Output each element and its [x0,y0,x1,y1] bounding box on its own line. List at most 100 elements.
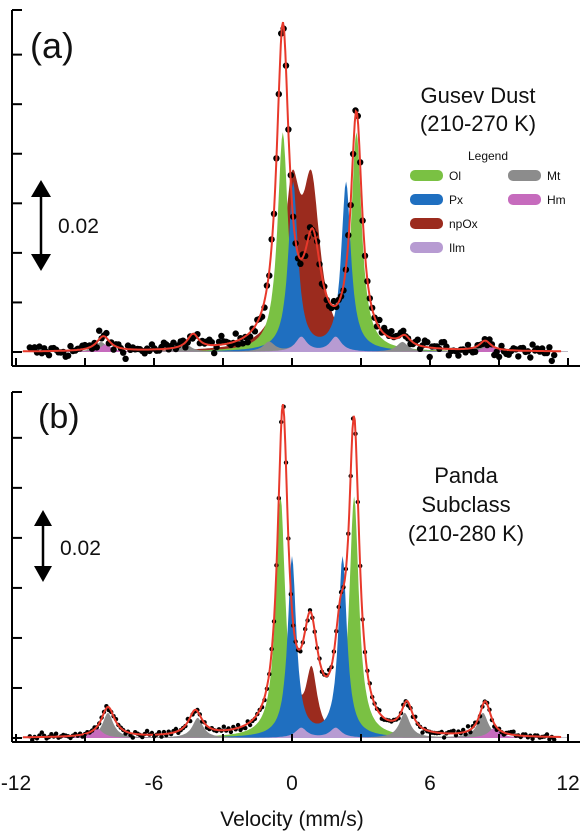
x-tick-label: 0 [286,772,298,795]
panelA-data-point [424,339,431,346]
panelA-data-point [93,344,101,351]
panelB-data-point [530,736,535,741]
panel-a-scale-bar-label: 0.02 [58,215,99,238]
panelA-data-point [426,353,433,361]
panelA-data-point [122,355,129,362]
panel-b-title-line-3: (210-280 K) [408,521,524,546]
panelA-data-point [110,346,117,353]
panel-b-axes [11,391,580,743]
panel-b-title-line-2: Subclass [421,492,510,517]
panelA-data-point [208,339,215,346]
legend-label-ol: Ol [449,169,461,183]
x-tick-label: -6 [145,772,164,795]
panelA-data-point [67,342,74,350]
panelA-component-ilm [16,336,568,352]
panelA-data-point [527,354,534,361]
panelB-data-point [228,729,234,735]
panelB-data-point [159,734,164,739]
panel-a-title-line-2: (210-270 K) [420,111,536,136]
legend-label-px: Px [449,193,463,207]
panelA-data-point [211,349,218,357]
panelA-data-point [400,327,407,334]
legend-label-npox: npOx [449,217,478,231]
panelA-data-point [215,338,223,345]
panelB-data-point [140,734,145,740]
panelA-data-point [495,353,503,361]
x-axis-label: Velocity (mm/s) [220,808,364,831]
panelA-data-point [414,336,421,343]
panelB-data-point [144,728,150,734]
panelB-data-point [156,730,162,735]
panelA-data-point [493,348,500,355]
panel-a-fit-curve [22,21,562,353]
panelA-data-point [376,316,383,324]
panel-a-scale-bar [31,180,51,271]
panelB-data-point [511,729,516,734]
panelB-data-point [235,722,241,728]
legend-swatch-mt [508,170,541,181]
panelA-data-point [548,357,555,365]
panelB-data-point [53,731,59,736]
panelB-data-point [465,724,471,729]
x-tick-label: 6 [424,772,436,795]
panel-b: (b) Panda Subclass (210-280 K) 0.02 [11,391,580,743]
legend-swatch-px [410,194,443,205]
panelB-data-point [461,727,466,733]
panelB-data-point [173,726,179,732]
legend: Legend Ol Px npOx Ilm Mt Hm [410,149,566,255]
panelA-data-point [455,352,462,359]
panelA-data-point [182,344,189,351]
panelA-data-point [31,344,38,351]
panelA-data-point [163,341,170,348]
panelB-data-point [221,724,226,729]
legend-swatch-ol [410,170,443,181]
panelA-data-point [529,341,536,348]
panel-b-scale-bar [34,510,52,582]
panelA-data-point [232,330,239,337]
panelB-component-px [16,556,568,738]
panel-b-scale-bar-label: 0.02 [60,537,101,560]
panelB-component-hm [16,728,568,738]
panelA-data-point [297,260,304,267]
panel-b-fit-curve [22,404,562,739]
panelA-component-px [16,181,568,352]
panel-b-title-line-1: Panda [434,463,498,488]
panel-a-axes [11,9,580,367]
panelA-data-point [388,328,395,335]
panelA-data-point [498,342,505,350]
panelA-data-point [472,348,479,355]
x-tick-label: 12 [556,772,579,795]
panelA-data-point [36,343,43,350]
panelB-data-point [544,732,550,737]
panel-a-title-line-1: Gusev Dust [421,83,536,108]
panelA-data-point [464,341,472,349]
panelA-data-point [551,351,558,359]
panelA-data-point [234,341,242,348]
panel-b-label: (b) [38,398,80,436]
legend-label-hm: Hm [547,193,566,207]
panelA-data-point [515,353,522,360]
legend-swatch-npox [410,218,443,229]
panelB-data-point [451,728,456,733]
panelA-data-point [141,350,148,357]
panelA-data-point [120,349,127,356]
legend-label-ilm: Ilm [449,241,465,255]
panelA-data-point [96,327,103,334]
panelA-data-point [103,329,110,337]
panel-a-components [16,132,568,352]
panelA-data-point [239,340,247,347]
panelB-data-point [441,735,447,740]
panelB-data-point [243,725,248,731]
panelB-data-point [552,737,557,742]
legend-title: Legend [468,149,508,163]
panelA-data-point [546,344,553,351]
panelA-data-point [64,352,72,359]
x-tick-labels: -12 -6 0 6 12 [1,772,580,795]
legend-swatch-hm [508,194,541,205]
panelB-data-point [463,732,468,737]
legend-label-mt: Mt [547,169,561,183]
panelB-data-point [130,735,135,740]
panelA-data-point [330,297,338,305]
legend-swatch-ilm [410,242,443,253]
